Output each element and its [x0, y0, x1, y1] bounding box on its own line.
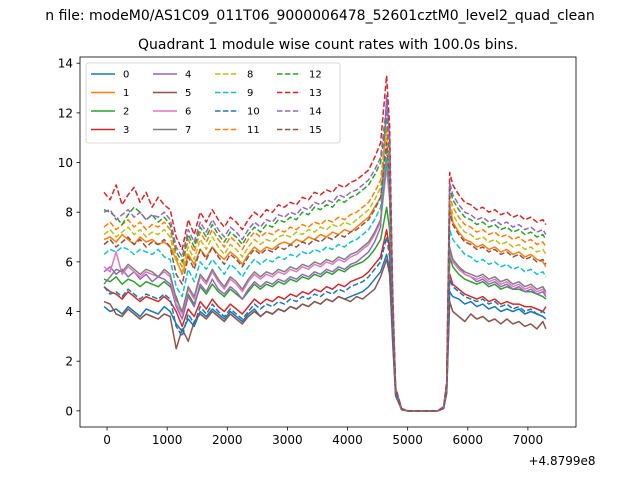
series-line-1	[103, 156, 547, 412]
figure-suptitle: n file: modeM0/AS1C09_011T06_9000006478_…	[45, 8, 594, 24]
legend-label-2: 2	[123, 107, 129, 118]
legend-label-0: 0	[123, 70, 129, 81]
legend-label-1: 1	[123, 88, 129, 99]
series-line-15	[103, 141, 547, 412]
x-tick-label: 6000	[453, 433, 484, 447]
plot-frame	[79, 56, 577, 428]
y-tick-label: 14	[58, 57, 73, 71]
y-tick-label: 6	[65, 255, 73, 269]
legend-label-6: 6	[185, 107, 191, 118]
legend-label-10: 10	[247, 107, 260, 118]
legend-label-15: 15	[309, 125, 322, 136]
x-tick-label: 4000	[332, 433, 363, 447]
series-line-11	[103, 127, 547, 412]
x-tick-label: 5000	[392, 433, 423, 447]
legend-label-9: 9	[247, 88, 253, 99]
x-tick-label: 2000	[212, 433, 243, 447]
x-axis: 0 1000 2000 3000 4000 5000 6000 7000	[103, 427, 543, 447]
legend-label-5: 5	[185, 88, 191, 99]
y-tick-label: 4	[65, 305, 73, 319]
x-tick-label: 3000	[272, 433, 303, 447]
series-line-7	[103, 159, 547, 412]
series-line-3	[103, 228, 547, 412]
legend-box	[85, 62, 341, 144]
y-tick-label: 8	[65, 206, 73, 220]
series-line-14	[103, 104, 547, 412]
x-tick-label: 0	[103, 433, 111, 447]
y-tick-label: 0	[65, 404, 73, 418]
x-axis-offset-label: +4.8799e8	[528, 454, 595, 468]
x-tick-label: 1000	[152, 433, 183, 447]
series-line-13	[103, 74, 547, 412]
x-tick-label: 7000	[513, 433, 544, 447]
series-line-9	[103, 151, 547, 412]
y-tick-label: 12	[58, 106, 73, 120]
y-axis: 0 2 4 6 8 10 12 14	[58, 57, 80, 418]
legend-label-8: 8	[247, 70, 253, 81]
y-tick-label: 2	[65, 355, 73, 369]
chart-title: Quadrant 1 module wise count rates with …	[138, 37, 518, 53]
legend-label-11: 11	[247, 125, 260, 136]
legend-label-14: 14	[309, 107, 322, 118]
legend-label-4: 4	[185, 70, 191, 81]
series-line-10	[103, 236, 547, 412]
legend-label-3: 3	[123, 125, 129, 136]
legend-label-12: 12	[309, 70, 322, 81]
series-line-8	[103, 136, 547, 412]
legend-label-7: 7	[185, 125, 191, 136]
series-line-5	[103, 258, 547, 412]
series-line-6	[103, 166, 547, 412]
series-line-12	[103, 117, 547, 412]
legend-label-13: 13	[309, 88, 322, 99]
y-tick-label: 10	[58, 156, 73, 170]
series-layer	[103, 74, 547, 412]
